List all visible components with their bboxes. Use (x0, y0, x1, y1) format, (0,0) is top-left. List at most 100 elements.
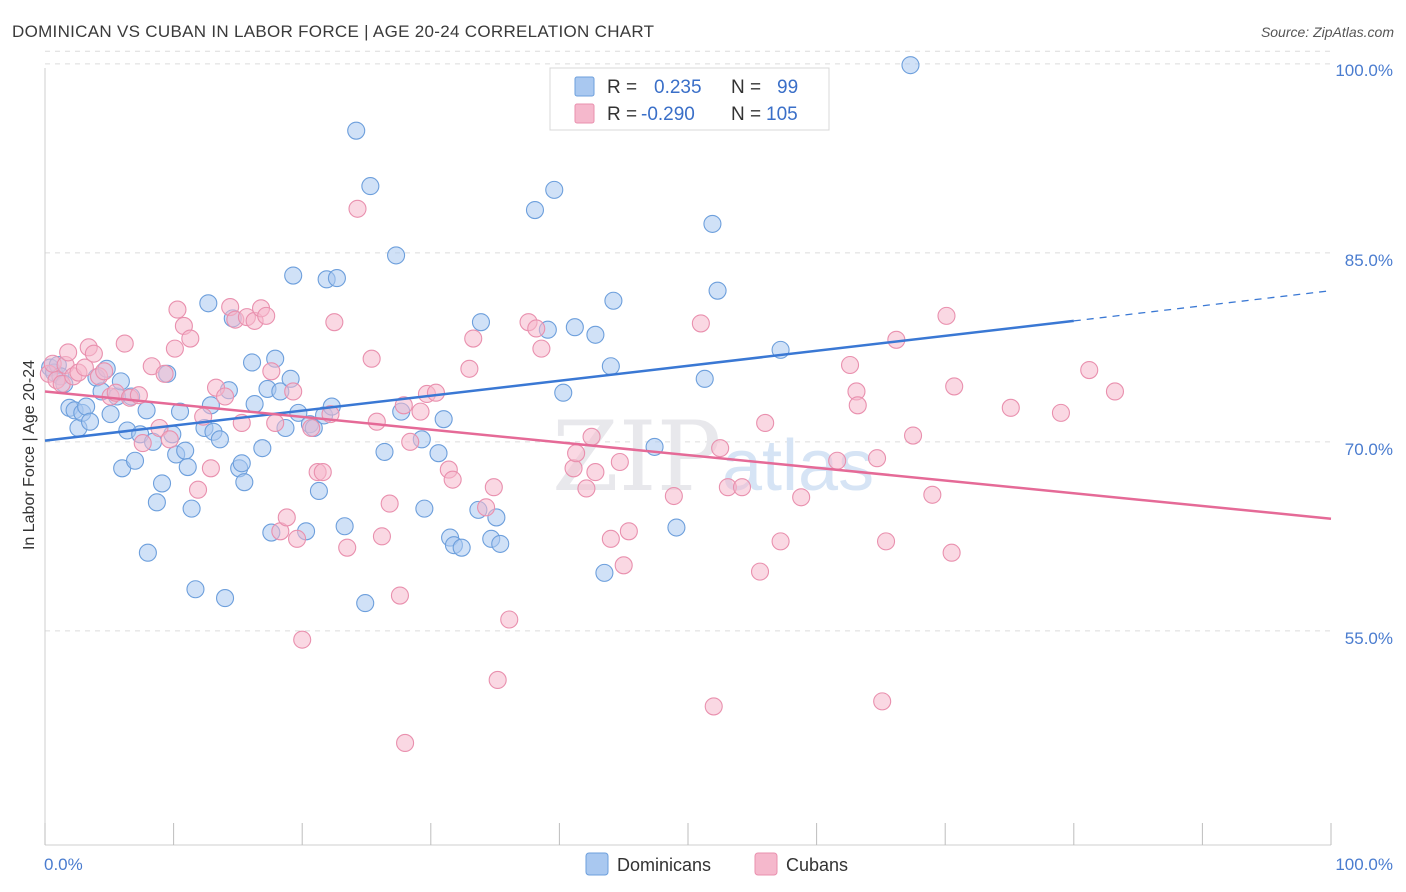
dominican-point (566, 319, 583, 336)
dominican-point (139, 544, 156, 561)
cuban-point (587, 464, 604, 481)
cuban-point (478, 499, 495, 516)
cuban-point (339, 539, 356, 556)
dominican-point (902, 57, 919, 74)
dominican-point (348, 122, 365, 139)
dominicans-swatch (575, 77, 594, 96)
cuban-point (615, 557, 632, 574)
dominicans-r-value: 0.235 (654, 77, 702, 98)
y-tick-label: 55.0% (1345, 629, 1393, 648)
dominican-point (430, 445, 447, 462)
legend-cubans-label: Cubans (786, 855, 848, 875)
cuban-point (874, 693, 891, 710)
dominicans-n-label: N = (731, 77, 761, 98)
cuban-point (905, 427, 922, 444)
cuban-point (829, 452, 846, 469)
grid-lines (45, 51, 1331, 631)
y-axis-title-group: In Labor Force | Age 20-24 (21, 360, 38, 550)
dominican-point (102, 406, 119, 423)
dominican-point (244, 354, 261, 371)
y-axis-title: In Labor Force | Age 20-24 (21, 360, 38, 550)
cuban-point (169, 301, 186, 318)
cuban-point (381, 495, 398, 512)
cuban-point (602, 530, 619, 547)
cuban-point (166, 340, 183, 357)
cuban-point (402, 433, 419, 450)
cuban-point (924, 486, 941, 503)
dominican-point (211, 431, 228, 448)
cuban-point (294, 631, 311, 648)
cuban-point (289, 530, 306, 547)
series-legend: Dominicans Cubans (586, 853, 848, 875)
cuban-point (620, 523, 637, 540)
cuban-point (391, 587, 408, 604)
cuban-point (533, 340, 550, 357)
cuban-point (793, 489, 810, 506)
legend-cubans-swatch (755, 853, 777, 875)
cuban-point (1106, 383, 1123, 400)
cuban-point (258, 307, 275, 324)
cuban-point (96, 363, 113, 380)
dominican-point (200, 295, 217, 312)
cuban-point (946, 378, 963, 395)
cuban-point (267, 414, 284, 431)
dominican-point (435, 411, 452, 428)
dominican-point (362, 178, 379, 195)
legend-dominicans-swatch (586, 853, 608, 875)
cuban-point (485, 479, 502, 496)
x-tick-label-max: 100.0% (1335, 855, 1393, 874)
cuban-point (757, 414, 774, 431)
cuban-point (665, 488, 682, 505)
cuban-point (1052, 404, 1069, 421)
cuban-point (752, 563, 769, 580)
cuban-point (583, 428, 600, 445)
cuban-point (528, 320, 545, 337)
cuban-point (373, 528, 390, 545)
dominican-point (183, 500, 200, 517)
cuban-point (161, 431, 178, 448)
cuban-point (772, 533, 789, 550)
cuban-point (349, 200, 366, 217)
cuban-point (156, 365, 173, 382)
dominican-point (236, 474, 253, 491)
cuban-point (134, 435, 151, 452)
x-tick-label-min: 0.0% (44, 855, 83, 874)
y-tick-label: 85.0% (1345, 251, 1393, 270)
dominican-point (233, 455, 250, 472)
dominican-point (246, 396, 263, 413)
cubans-n-label: N = (731, 104, 761, 125)
cuban-point (326, 314, 343, 331)
dominicans-trend-extension (1074, 291, 1331, 321)
stats-legend: R = 0.235 N = 99 R = -0.290 N = 105 (550, 68, 829, 130)
cuban-point (869, 450, 886, 467)
dominican-point (526, 202, 543, 219)
cuban-point (60, 344, 77, 361)
y-tick-labels: 55.0% 70.0% 85.0% 100.0% (1335, 61, 1393, 648)
dominican-point (605, 292, 622, 309)
cuban-point (285, 383, 302, 400)
cuban-point (263, 363, 280, 380)
dominicans-r-label: R = (607, 77, 637, 98)
dominican-point (187, 581, 204, 598)
cuban-point (692, 315, 709, 332)
dominican-point (546, 181, 563, 198)
dominican-point (254, 440, 271, 457)
cuban-point (734, 479, 751, 496)
cuban-point (705, 698, 722, 715)
cuban-point (427, 384, 444, 401)
cuban-point (444, 471, 461, 488)
scatter-chart: ZIP atlas 55.0%70.0%85.0%100.0% 0.0%100.… (0, 0, 1406, 892)
cuban-point (611, 454, 628, 471)
x-axis-labels: 0.0% 100.0% (44, 855, 1393, 874)
dominican-point (127, 452, 144, 469)
cuban-point (565, 460, 582, 477)
dominican-point (148, 494, 165, 511)
cuban-point (190, 481, 207, 498)
dominican-point (453, 539, 470, 556)
dominican-point (668, 519, 685, 536)
cuban-point (465, 330, 482, 347)
cuban-point (842, 357, 859, 374)
dominican-point (696, 370, 713, 387)
cuban-point (501, 611, 518, 628)
cuban-point (461, 360, 478, 377)
